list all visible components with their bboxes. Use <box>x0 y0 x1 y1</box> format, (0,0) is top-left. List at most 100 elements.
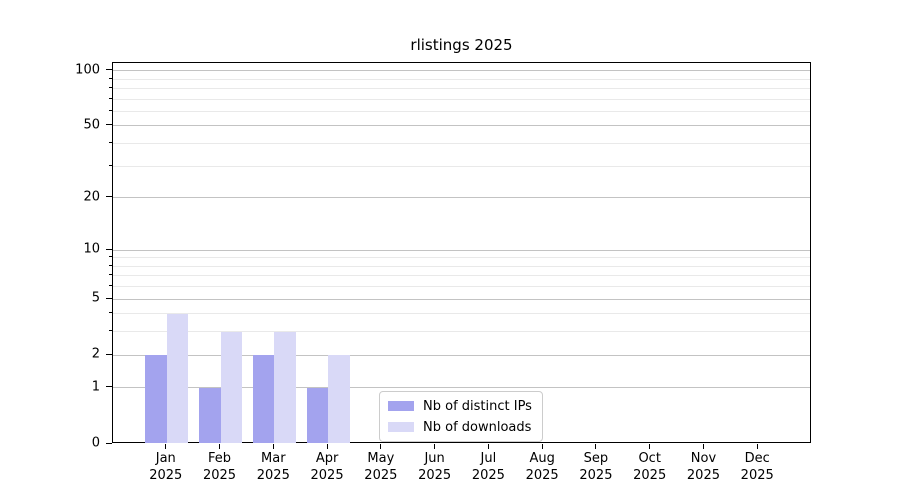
y-tick-label: 20 <box>83 189 100 205</box>
x-tick-mark <box>541 444 543 449</box>
x-tick-label-feb: Feb 2025 <box>188 450 252 484</box>
x-tick-mark <box>702 444 704 449</box>
y-minor-tick-mark <box>109 77 112 79</box>
y-tick-label: 0 <box>91 435 100 451</box>
y-minor-tick-mark <box>109 164 112 166</box>
y-tick-mark <box>106 353 112 355</box>
month-year: 2025 <box>579 468 613 483</box>
plot-area <box>112 62 811 443</box>
minor-gridline <box>113 98 810 100</box>
y-minor-tick-mark <box>109 97 112 99</box>
month-year: 2025 <box>740 468 774 483</box>
month-year: 2025 <box>525 468 559 483</box>
bar-apr-downloads <box>328 355 350 443</box>
minor-gridline <box>113 257 810 259</box>
x-tick-mark <box>434 444 436 449</box>
month-name: Mar <box>261 451 286 466</box>
y-minor-tick-mark <box>109 86 112 88</box>
month-name: Sep <box>583 451 609 466</box>
month-name: Apr <box>315 451 339 466</box>
x-tick-mark <box>487 444 489 449</box>
month-year: 2025 <box>633 468 667 483</box>
minor-gridline <box>113 143 810 145</box>
y-tick-mark <box>106 196 112 198</box>
bar-feb-downloads <box>220 331 243 443</box>
x-tick-label-jun: Jun 2025 <box>403 450 467 484</box>
y-tick-label: 50 <box>83 117 100 133</box>
x-tick-mark <box>649 444 651 449</box>
minor-gridline <box>113 110 810 112</box>
x-tick-label-mar: Mar 2025 <box>241 450 305 484</box>
x-tick-mark <box>326 444 328 449</box>
bar-jan-downloads <box>166 313 189 443</box>
x-tick-label-may: May 2025 <box>349 450 413 484</box>
y-tick-mark <box>106 386 112 388</box>
x-tick-mark <box>272 444 274 449</box>
y-tick-label: 1 <box>91 379 100 395</box>
minor-gridline <box>113 313 810 315</box>
major-gridline <box>113 387 810 389</box>
y-tick-label: 100 <box>75 62 100 78</box>
y-tick-label: 2 <box>91 346 100 362</box>
legend-swatch-icon <box>388 401 414 411</box>
x-tick-label-dec: Dec 2025 <box>725 450 789 484</box>
x-tick-mark <box>219 444 221 449</box>
legend: Nb of distinct IPs Nb of downloads <box>379 391 543 442</box>
x-tick-label-jul: Jul 2025 <box>456 450 520 484</box>
month-name: Dec <box>744 451 770 466</box>
x-tick-mark <box>595 444 597 449</box>
y-tick-label: 5 <box>91 290 100 306</box>
major-gridline <box>113 70 810 72</box>
month-name: Jul <box>480 451 497 466</box>
month-name: Feb <box>208 451 232 466</box>
minor-gridline <box>113 265 810 267</box>
month-year: 2025 <box>149 468 183 483</box>
x-tick-mark <box>165 444 167 449</box>
month-name: Aug <box>529 451 555 466</box>
x-tick-mark <box>380 444 382 449</box>
x-tick-mark <box>756 444 758 449</box>
minor-gridline <box>113 165 810 167</box>
legend-row-downloads: Nb of downloads <box>388 418 532 436</box>
minor-gridline <box>113 87 810 89</box>
legend-row-distinct-ips: Nb of distinct IPs <box>388 397 532 415</box>
minor-gridline <box>113 275 810 277</box>
y-minor-tick-mark <box>109 285 112 287</box>
month-year: 2025 <box>686 468 720 483</box>
chart-title: rlistings 2025 <box>410 36 513 54</box>
legend-label: Nb of distinct IPs <box>423 398 532 414</box>
month-name: Jun <box>424 451 445 466</box>
minor-gridline <box>113 331 810 333</box>
major-gridline <box>113 354 810 356</box>
y-minor-tick-mark <box>109 109 112 111</box>
month-year: 2025 <box>418 468 452 483</box>
y-tick-mark <box>106 297 112 299</box>
x-tick-label-oct: Oct 2025 <box>618 450 682 484</box>
month-name: Nov <box>690 451 717 466</box>
minor-gridline <box>113 78 810 80</box>
legend-swatch-icon <box>388 422 414 432</box>
month-name: Oct <box>638 451 661 466</box>
month-year: 2025 <box>256 468 290 483</box>
y-minor-tick-mark <box>109 274 112 276</box>
major-gridline <box>113 197 810 199</box>
y-tick-mark <box>106 69 112 71</box>
month-year: 2025 <box>364 468 398 483</box>
minor-gridline <box>113 286 810 288</box>
x-tick-label-aug: Aug 2025 <box>510 450 574 484</box>
major-gridline <box>113 249 810 251</box>
month-year: 2025 <box>310 468 344 483</box>
y-minor-tick-mark <box>109 142 112 144</box>
x-tick-label-jan: Jan 2025 <box>134 450 198 484</box>
month-name: May <box>367 451 395 466</box>
bar-apr-distinct-ips <box>306 387 329 443</box>
y-tick-label: 10 <box>83 241 100 257</box>
x-tick-label-apr: Apr 2025 <box>295 450 359 484</box>
x-tick-label-nov: Nov 2025 <box>671 450 735 484</box>
bar-mar-distinct-ips <box>252 355 275 443</box>
x-tick-label-sep: Sep 2025 <box>564 450 628 484</box>
month-name: Jan <box>155 451 176 466</box>
bar-feb-distinct-ips <box>199 387 221 443</box>
legend-label: Nb of downloads <box>423 419 532 435</box>
